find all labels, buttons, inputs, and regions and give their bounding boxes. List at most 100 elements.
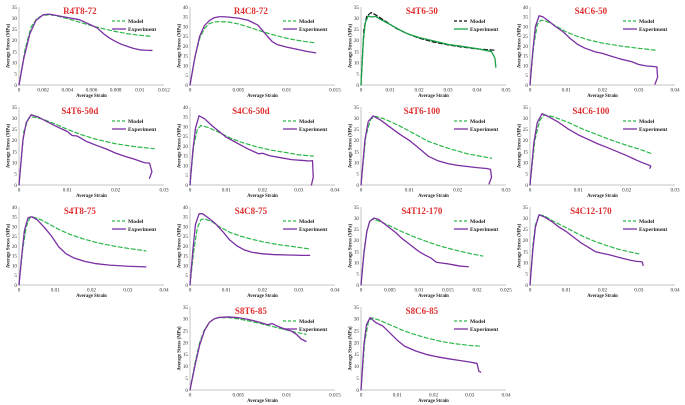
x-axis-label: Average Strain — [247, 94, 278, 99]
y-axis-label: Average Stress (MPa) — [178, 326, 183, 371]
series-line-experiment — [360, 115, 493, 186]
legend-label-experiment: Experiment — [299, 327, 327, 333]
x-axis-label: Average Strain — [418, 94, 449, 99]
y-tick-label: 0 — [525, 183, 528, 189]
y-axis-label: Average Stress (MPa) — [349, 123, 354, 168]
y-tick-label: 30 — [183, 124, 189, 130]
x-tick-label: 0.005 — [232, 393, 244, 399]
chart-panel-12: 0 5 10 15 20 25 30 35 0 0.01 0.02 0.03 0.04 Average S… — [518, 205, 680, 299]
x-tick-label: 0.04 — [159, 288, 168, 294]
y-tick-label: 15 — [354, 249, 360, 255]
chart-title: S4T8-75 — [64, 206, 97, 216]
x-tick-label: 0 — [18, 288, 21, 294]
y-tick-label: 5 — [356, 272, 359, 278]
x-tick-label: 0.01 — [393, 393, 402, 399]
chart-panel-5: 0 5 10 15 20 25 30 35 0 0.01 0.02 0.03 Average Strai… — [7, 105, 169, 199]
y-tick-label: 30 — [12, 116, 18, 122]
y-tick-label: 15 — [12, 254, 18, 260]
y-tick-label: 5 — [525, 73, 528, 79]
y-tick-label: 10 — [354, 364, 360, 370]
y-tick-label: 25 — [183, 34, 189, 40]
y-tick-label: 20 — [354, 238, 360, 244]
y-tick-label: 5 — [14, 273, 17, 279]
chart-title: S8C6-85 — [406, 306, 439, 316]
legend-label-model: Model — [639, 219, 655, 225]
y-tick-label: 15 — [523, 54, 529, 60]
x-tick-label: 0.02 — [622, 188, 631, 194]
y-tick-label: 5 — [185, 73, 188, 79]
series-line-model — [529, 19, 658, 86]
chart-panel-1: 0 5 10 15 20 25 30 35 0 0.002 0.004 0.006 0.008 0.01 0… — [7, 5, 171, 99]
y-tick-label: 35 — [523, 15, 529, 21]
x-tick-label: 0.02 — [258, 188, 267, 194]
y-tick-label: 5 — [525, 272, 528, 278]
x-tick-label: 0.004 — [61, 88, 73, 94]
y-tick-label: 35 — [523, 205, 529, 211]
y-tick-label: 5 — [14, 72, 17, 78]
x-tick-label: 0.01 — [282, 393, 291, 399]
legend-label-experiment: Experiment — [470, 327, 498, 333]
y-tick-label: 20 — [183, 340, 189, 346]
y-tick-label: 15 — [523, 249, 529, 255]
series-line-model — [189, 218, 311, 286]
x-tick-label: 0.03 — [501, 188, 510, 194]
y-axis-label: Average Stress (MPa) — [178, 223, 183, 268]
y-tick-label: 5 — [356, 172, 359, 178]
y-tick-label: 0 — [185, 83, 188, 89]
x-tick-label: 0.01 — [414, 288, 423, 294]
x-tick-label: 0.008 — [110, 88, 122, 94]
y-tick-label: 30 — [523, 216, 529, 222]
y-tick-label: 35 — [354, 5, 360, 11]
x-axis-label: Average Strain — [418, 294, 449, 299]
legend-label-model: Model — [299, 219, 315, 225]
chart-title: S4T6-100 — [404, 106, 441, 116]
chart-panel-13: 0 5 10 15 20 25 30 35 0 0.005 0.01 0.015 Average Str… — [178, 305, 342, 404]
series-line-experiment — [18, 13, 153, 86]
y-tick-label: 0 — [356, 83, 359, 89]
legend-label-experiment: Experiment — [470, 27, 498, 33]
legend-label-experiment: Experiment — [299, 127, 327, 133]
series-line-experiment — [529, 214, 644, 286]
y-tick-label: 10 — [354, 261, 360, 267]
legend-label-model: Model — [639, 19, 655, 25]
y-tick-label: 5 — [356, 376, 359, 382]
series-line-experiment — [360, 217, 469, 286]
chart-panel-2: 0 5 10 15 20 25 30 35 40 0 0.005 0.01 0.015 Average S… — [178, 5, 342, 99]
legend-label-model: Model — [470, 319, 486, 325]
y-tick-label: 25 — [523, 34, 529, 40]
y-tick-label: 10 — [523, 63, 529, 69]
x-tick-label: 0.03 — [443, 88, 452, 94]
series-line-experiment — [189, 16, 317, 86]
y-tick-label: 5 — [185, 273, 188, 279]
y-tick-label: 0 — [14, 183, 17, 189]
x-tick-label: 0.03 — [465, 393, 474, 399]
y-tick-label: 15 — [183, 352, 189, 358]
y-axis-label: Average Stress (MPa) — [349, 326, 354, 371]
series-line-model — [529, 114, 652, 186]
y-tick-label: 25 — [183, 134, 189, 140]
y-tick-label: 25 — [354, 127, 360, 133]
y-tick-label: 20 — [523, 238, 529, 244]
y-tick-label: 15 — [354, 352, 360, 358]
x-axis-label: Average Strain — [76, 194, 107, 199]
y-tick-label: 30 — [183, 317, 189, 323]
legend-label-model: Model — [128, 19, 144, 25]
y-tick-label: 30 — [523, 24, 529, 30]
y-tick-label: 25 — [354, 227, 360, 233]
x-tick-label: 0.01 — [63, 188, 72, 194]
legend-label-model: Model — [470, 219, 486, 225]
y-tick-label: 15 — [354, 149, 360, 155]
legend-label-experiment: Experiment — [299, 227, 327, 233]
y-axis-label: Average Stress (MPa) — [518, 223, 523, 268]
series-line-experiment — [18, 216, 147, 286]
legend-label-model: Model — [299, 119, 315, 125]
x-tick-label: 0.025 — [500, 288, 512, 294]
y-tick-label: 10 — [354, 161, 360, 167]
legend-label-experiment: Experiment — [470, 227, 498, 233]
x-tick-label: 0.04 — [330, 188, 339, 194]
x-axis-label: Average Strain — [247, 294, 278, 299]
legend-label-experiment: Experiment — [639, 227, 667, 233]
chart-title: S4C6-100 — [572, 106, 610, 116]
legend-label-model: Model — [470, 19, 486, 25]
